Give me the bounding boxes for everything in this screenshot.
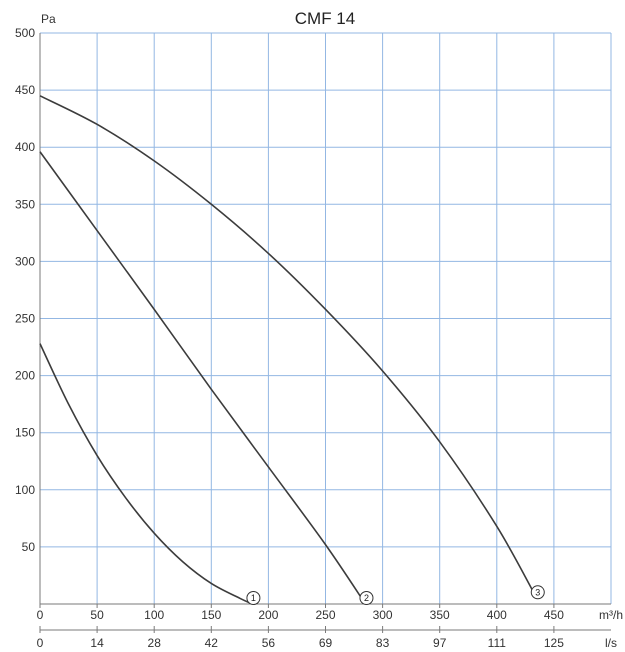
x-tick-label: 50	[90, 608, 104, 622]
marker-label: 3	[535, 587, 540, 597]
y-tick-label: 100	[15, 483, 35, 497]
marker-label: 1	[251, 593, 256, 603]
x-tick-label: 100	[144, 608, 164, 622]
x-tick-label: 350	[430, 608, 450, 622]
x2-tick-label: 83	[376, 636, 390, 650]
x-tick-label: 450	[544, 608, 564, 622]
marker-label: 2	[364, 593, 369, 603]
x2-tick-label: 42	[205, 636, 219, 650]
chart-title: CMF 14	[295, 9, 355, 28]
y-axis-unit-label: Pa	[41, 12, 56, 26]
performance-curves	[39, 95, 538, 605]
y-tick-label: 150	[15, 426, 35, 440]
axes	[39, 33, 611, 633]
curve-markers: 1 2 3	[246, 585, 545, 605]
x-tick-label: 250	[315, 608, 335, 622]
marker-circle	[359, 591, 374, 605]
y-tick-label: 300	[15, 254, 35, 268]
x-tick-label: 0	[37, 608, 44, 622]
x-axis-unit-label-m3h: m³/h	[599, 608, 623, 622]
x2-tick-label: 97	[433, 636, 447, 650]
x-tick-label: 300	[373, 608, 393, 622]
x2-tick-label: 28	[148, 636, 162, 650]
marker-circle	[530, 585, 545, 600]
y-tick-label: 400	[15, 140, 35, 154]
y-tick-label: 500	[15, 26, 35, 40]
x2-tick-label: 125	[544, 636, 564, 650]
x-axis-unit-label-ls: l/s	[605, 636, 617, 650]
marker-circle	[246, 591, 261, 605]
curve-1	[39, 343, 253, 605]
curve-marker-3: 3	[530, 585, 545, 600]
x-tick-label: 150	[201, 608, 221, 622]
grid	[39, 32, 612, 604]
y-tick-label: 450	[15, 83, 35, 97]
curve-marker-1: 1	[246, 591, 261, 605]
x2-tick-label: 111	[488, 636, 507, 650]
curve-2	[39, 151, 367, 605]
x-tick-label: 200	[258, 608, 278, 622]
x2-tick-label: 14	[90, 636, 104, 650]
y-tick-label: 350	[15, 197, 35, 211]
curve-3	[39, 95, 538, 599]
curve-marker-2: 2	[359, 591, 374, 605]
y-tick-label: 200	[15, 369, 35, 383]
x2-tick-label: 56	[262, 636, 276, 650]
y-tick-label: 50	[22, 540, 36, 554]
y-tick-label: 250	[15, 312, 35, 326]
x-tick-label: 400	[487, 608, 507, 622]
x2-tick-label: 0	[37, 636, 44, 650]
x2-tick-label: 69	[319, 636, 333, 650]
